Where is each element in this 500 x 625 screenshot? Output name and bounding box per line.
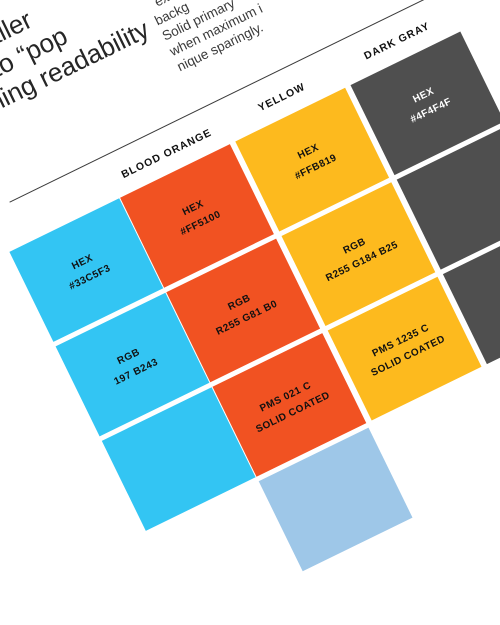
- color-palette-sheet: aller nt to “pop ning readability exce b…: [0, 0, 500, 450]
